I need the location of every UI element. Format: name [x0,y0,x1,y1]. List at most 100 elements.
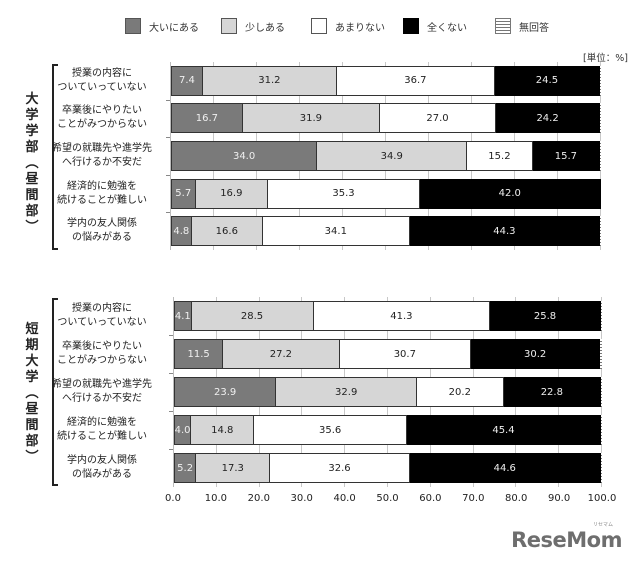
legend-label: あまりない [335,22,385,34]
bar-segment [600,141,601,171]
legend-item-mukaito: 無回答 [495,16,549,36]
bar-segment: 15.7 [532,141,601,171]
x-tick-label: 20.0 [247,493,270,504]
axis-tick [166,99,170,101]
row-label: 授業の内容に ついていっていない [57,303,147,328]
group-label-char: 部 [25,204,39,219]
bar-segment: 31.2 [202,65,337,96]
bar-segment: 22.8 [503,377,602,407]
group-label-char: ︵ [25,386,39,401]
x-tick-label: 80.0 [505,493,528,504]
bar-segment: 25.8 [490,301,601,331]
group-label-char: 期 [25,338,39,353]
bar-segment: 45.4 [406,415,602,445]
axis-tick [166,174,170,176]
bar-segment: 34.0 [171,141,318,171]
bar-segment: 27.0 [379,103,497,134]
legend-label: 大いにある [149,22,199,34]
group-label-char: ︶ [25,220,39,235]
stacked-bar: 16.7 31.9 27.0 24.2 [171,103,601,134]
axis-tick [169,373,173,374]
plot-area: 7.4 31.2 36.7 24.5 16.7 31.9 27.0 24.2 34.0 34.9 1… [166,62,601,250]
group-label: 大学学部 ︵ 昼間部 ︶ [24,92,40,236]
bar-segment: 20.2 [417,377,504,407]
stacked-bar: 5.7 16.9 35.3 42.0 [171,178,601,209]
group-label-char: 間 [25,188,39,203]
x-tick-label: 50.0 [376,493,399,504]
group-label-char: 学 [25,124,39,139]
x-axis: 0.0 10.0 20.0 30.0 40.0 50.0 60.0 70.0 80.0 90.0 1… [0,493,640,507]
bar-segment: 34.1 [263,216,410,247]
bar-segment: 4.0 [174,415,192,445]
bar-segment: 27.2 [223,339,340,369]
bar-segment: 44.3 [409,216,601,247]
axis-tick [169,449,173,450]
bar-segment: 36.7 [336,65,495,96]
legend-label: 全くない [427,22,467,34]
x-tick-label: 90.0 [547,493,571,504]
group-label-char: 昼 [25,172,39,187]
group-label-char: 学 [25,108,39,123]
group-label-char: ︶ [25,450,39,465]
bar-segment: 35.6 [254,415,407,445]
bar-segment: 23.9 [174,377,277,407]
row-label: 経済的に勉強を 続けることが難しい [57,417,147,442]
legend-swatch [403,18,419,34]
x-tick-label: 0.0 [165,493,181,504]
group-label-char: 大 [25,92,39,107]
stacked-bar: 34.0 34.9 15.2 15.7 [171,141,601,171]
x-tick-label: 10.0 [204,493,228,504]
bar-segment: 42.0 [419,178,601,209]
stacked-bar: 4.0 14.8 35.6 45.4 [174,415,602,445]
bar-segment [600,301,602,331]
group-bracket [52,64,58,250]
bar-segment: 24.2 [496,103,601,134]
group-label-char: 学 [25,370,39,385]
row-label: 卒業後にやりたい ことがみつからない [57,105,147,131]
stacked-bar: 7.4 31.2 36.7 24.5 [171,65,601,96]
bar-segment: 28.5 [191,301,314,331]
legend: 大いにある 少しある あまりない 全くない 無回答 [125,16,565,36]
bar-segment: 35.3 [268,178,420,209]
legend-item-amari-nai: あまりない [311,16,385,36]
logo-subtext: リセマム [592,522,613,528]
row-label: 卒業後にやりたい ことがみつからない [57,341,147,366]
unit-label: [単位：%] [583,53,628,64]
legend-swatch [495,18,511,34]
bar-segment [601,377,602,407]
bar-segment: 7.4 [171,65,203,96]
legend-swatch [125,18,141,34]
bar-segment: 34.9 [317,141,468,171]
bar-segment: 30.2 [471,339,601,369]
group-bracket [52,298,58,486]
row-label: 学内の友人関係 の悩みがある [67,218,137,244]
bar-segment: 41.3 [313,301,491,331]
group-label-char: 部 [25,434,39,449]
bar-segment: 16.9 [195,178,269,209]
stacked-bar: 4.8 16.6 34.1 44.3 [171,216,601,247]
stacked-bar: 5.2 17.3 32.6 44.6 [174,453,602,483]
axis-tick [169,411,173,412]
x-tick-label: 40.0 [333,493,356,504]
bar-segment: 32.6 [270,453,410,483]
bar-segment: 16.6 [191,216,263,247]
legend-item-sukoshi-aru: 少しある [221,16,285,36]
bar-segment [601,415,602,445]
legend-item-daini-aru: 大いにある [125,16,199,36]
row-label: 授業の内容に ついていっていない [57,67,147,93]
plot-area: 4.1 28.5 41.3 25.8 11.5 27.2 30.7 30.2 23.9 32.9 2… [169,297,602,487]
row-label: 希望の就職先や進学先 へ行けるか不安だ [52,379,152,404]
bar-segment [600,453,602,483]
axis-tick [166,212,170,214]
group-label: 短期大学 ︵ 昼間部 ︶ [24,322,40,466]
bar-segment: 31.9 [242,103,380,134]
stacked-bar: 4.1 28.5 41.3 25.8 [174,301,602,331]
legend-swatch [311,18,327,34]
bar-segment: 5.2 [174,453,197,483]
group-label-char: 大 [25,354,39,369]
group-label-char: 間 [25,418,39,433]
resemom-logo: ReseMom [511,528,622,552]
bar-segment [600,103,601,134]
group-label-char: 短 [25,322,39,337]
group-label-char: 昼 [25,402,39,417]
